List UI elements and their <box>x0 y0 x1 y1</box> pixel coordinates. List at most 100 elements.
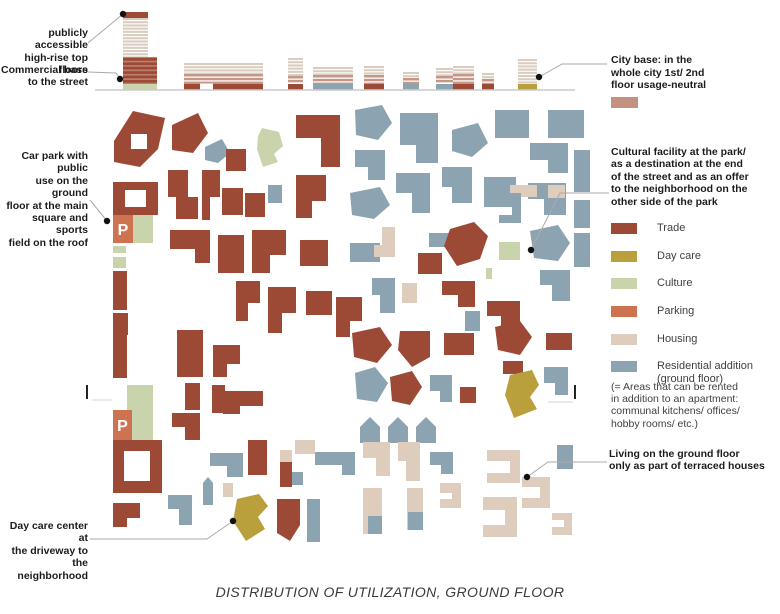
building-re <box>355 150 385 180</box>
building-tr <box>226 149 246 171</box>
building-cu <box>486 268 492 279</box>
legend-label: Parking <box>657 304 695 317</box>
building-tr <box>218 235 244 273</box>
building-re <box>540 270 570 301</box>
building-ho <box>483 497 517 537</box>
building-tr <box>296 175 326 218</box>
building-tr <box>390 371 422 405</box>
building-tr <box>223 391 263 414</box>
legend-swatch <box>611 250 637 262</box>
building-re <box>400 113 438 163</box>
annotation-city-base: City base: in the whole city 1st/ 2nd fl… <box>611 42 706 120</box>
building-cu <box>133 215 153 243</box>
building-tr <box>113 313 128 335</box>
building-tr <box>252 230 286 273</box>
legend-note: (= Areas that can be rented in addition … <box>611 381 740 430</box>
legend: Trade Day care Culture Parking Housing Reside… <box>611 222 753 400</box>
building-ho <box>402 283 417 303</box>
building-ho <box>548 185 565 198</box>
annotation-commercial-base: Commercial base to the street <box>1 64 88 89</box>
building-re <box>574 233 590 267</box>
building-dc <box>233 494 268 541</box>
building-re <box>530 225 570 261</box>
building-re <box>416 417 436 443</box>
building-ho <box>295 440 315 454</box>
building-tr <box>418 253 442 274</box>
building-ho <box>223 483 233 497</box>
legend-item-residential-addition: Residential addition (ground floor) <box>611 360 753 385</box>
building-re <box>315 452 355 475</box>
legend-label: Culture <box>657 277 693 290</box>
building-tr <box>113 271 127 310</box>
legend-label: Trade <box>657 222 686 234</box>
building-re <box>408 512 423 530</box>
legend-item-housing: Housing <box>611 333 753 346</box>
building-re <box>372 278 395 313</box>
building-tr <box>460 387 476 403</box>
annotation-city-base-text: City base: in the whole city 1st/ 2nd fl… <box>611 54 707 92</box>
building-re <box>396 173 430 213</box>
building-re <box>557 445 573 469</box>
legend-label: Residential addition (ground floor) <box>657 360 754 385</box>
legend-swatch <box>611 333 637 345</box>
building-re <box>203 477 213 505</box>
building-re <box>168 495 192 525</box>
building-re <box>430 452 453 474</box>
building-tr <box>546 333 572 350</box>
building-tr <box>306 291 332 315</box>
building-re <box>574 200 590 228</box>
building-tr <box>113 330 127 378</box>
building-tr <box>236 281 260 321</box>
legend-item-day-care: Day care <box>611 250 753 263</box>
building-tr <box>248 440 267 475</box>
courtyard <box>125 190 146 207</box>
building-ho <box>374 227 395 257</box>
building-tr <box>212 385 225 413</box>
building-pk <box>113 215 133 243</box>
legend-item-culture: Culture <box>611 277 753 290</box>
legend-swatch <box>611 305 637 317</box>
annotation-day-care-center: Day care center at the driveway to the n… <box>9 520 88 582</box>
building-re <box>465 311 480 331</box>
building-re <box>350 187 390 219</box>
building-tr <box>168 170 198 219</box>
annotation-car-park: Car park with public use on the ground f… <box>6 150 88 249</box>
building-tr <box>213 345 240 377</box>
annotation-ground-floor-living: Living on the ground floor only as part … <box>609 448 765 473</box>
legend-swatch <box>611 223 637 234</box>
building-re <box>530 143 568 173</box>
legend-label: Housing <box>657 332 698 345</box>
parking-p-label: P <box>117 418 128 435</box>
building-tr <box>398 331 430 367</box>
building-tr <box>503 361 523 374</box>
building-ho <box>552 513 572 535</box>
building-re <box>368 516 382 534</box>
building-tr <box>444 222 488 266</box>
building-ho <box>440 483 461 508</box>
building-tr <box>113 503 140 527</box>
building-re <box>495 110 529 138</box>
building-re <box>388 417 408 443</box>
building-re <box>442 167 472 203</box>
building-ho <box>398 442 420 481</box>
building-re <box>548 110 584 138</box>
building-tr <box>442 281 475 307</box>
building-tr <box>336 297 362 337</box>
building-re <box>205 139 230 163</box>
building-ho <box>522 477 550 508</box>
building-tr <box>245 193 265 217</box>
building-re <box>452 123 488 157</box>
city-base-color-swatch <box>611 96 638 108</box>
building-ho <box>280 450 292 462</box>
building-ho <box>487 450 520 483</box>
parking-p-label: P <box>118 222 129 239</box>
building-tr <box>177 330 203 377</box>
legend-item-parking: Parking <box>611 305 753 318</box>
legend-item-trade: Trade <box>611 222 753 235</box>
building-tr <box>222 188 243 215</box>
building-re <box>499 193 521 223</box>
building-tr <box>185 383 200 410</box>
courtyard <box>131 134 147 149</box>
legend-swatch <box>611 361 637 373</box>
